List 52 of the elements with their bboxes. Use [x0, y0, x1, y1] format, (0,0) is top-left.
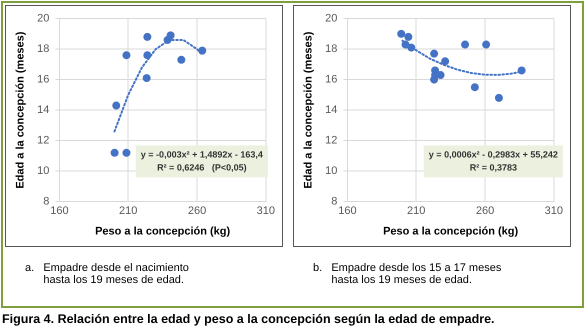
y-tick-label: 10	[37, 165, 50, 178]
point	[166, 31, 175, 40]
y-tick-label: 12	[325, 134, 338, 147]
x-tick-label: 260	[476, 205, 494, 218]
y-tick-label: 20	[37, 12, 50, 25]
text: b. Empadre desde los 15 a 17 meses hasta los 19 meses de edad.	[313, 262, 502, 286]
point	[441, 57, 450, 66]
y-tick-label: 12	[37, 134, 50, 147]
annotation: y = -0,003x² + 1,4892x - 163,4	[140, 149, 263, 160]
x-tick-label: 310	[544, 205, 564, 218]
point	[122, 51, 130, 60]
x-tick-label: 210	[119, 205, 138, 218]
point	[142, 74, 151, 82]
point	[470, 83, 479, 92]
x-tick-label: 210	[407, 205, 426, 218]
text: a. Empadre desde el nacimiento hasta los 19 meses de edad.	[25, 262, 189, 286]
point	[436, 71, 445, 80]
point	[122, 148, 130, 157]
point	[430, 76, 438, 84]
y-tick-label: 14	[37, 104, 50, 116]
point	[397, 30, 406, 38]
y-axis-title: Edad a la concepción (meses)	[302, 31, 315, 189]
x-tick-label: 310	[256, 205, 276, 218]
point	[482, 40, 490, 49]
point	[518, 66, 526, 74]
annotation: R² = 0,6246 (P<0,05)	[157, 162, 247, 172]
y-tick-label: 18	[37, 43, 50, 56]
y-tick-label: 16	[325, 74, 338, 86]
y-tick-label: 14	[325, 104, 338, 116]
y-tick-label: 16	[37, 74, 50, 86]
point	[112, 102, 120, 110]
y-tick-label: 8	[43, 196, 50, 208]
annotation: R² = 0,3783	[470, 162, 517, 172]
x-tick-label: 160	[338, 205, 357, 218]
point	[494, 94, 503, 102]
point	[143, 32, 152, 41]
point	[110, 148, 119, 157]
y-tick-label: 8	[331, 196, 338, 208]
text: Figura 4. Relación entre la edad y peso a la concepción según la edad de empadre.	[2, 312, 495, 326]
point	[177, 56, 186, 64]
point	[430, 50, 438, 58]
x-axis-title: Peso a la concepción (kg)	[383, 225, 519, 238]
x-tick-label: 160	[50, 205, 69, 218]
y-tick-label: 20	[325, 12, 338, 25]
point	[461, 40, 470, 49]
y-axis-title: Edad a la concepción (meses)	[14, 31, 27, 189]
x-tick-label: 260	[188, 205, 206, 218]
x-axis-title: Peso a la concepción (kg)	[95, 225, 231, 238]
point	[404, 32, 412, 41]
y-tick-label: 10	[325, 165, 338, 178]
annotation: y = 0,0006x² - 0,2983x + 55,242	[428, 149, 558, 160]
y-tick-label: 18	[325, 43, 338, 56]
